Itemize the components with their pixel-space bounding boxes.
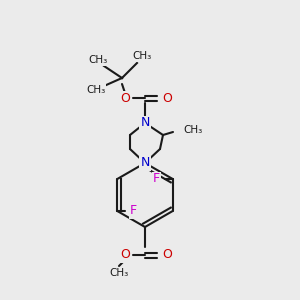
Text: CH₃: CH₃ [110, 268, 129, 278]
Text: F: F [153, 172, 160, 185]
Text: O: O [162, 248, 172, 262]
Text: CH₃: CH₃ [132, 51, 152, 61]
Text: CH₃: CH₃ [88, 55, 108, 65]
Text: O: O [120, 248, 130, 262]
Text: F: F [130, 205, 137, 218]
Text: CH₃: CH₃ [86, 85, 106, 95]
Text: CH₃: CH₃ [183, 125, 202, 135]
Text: N: N [140, 157, 150, 169]
Text: N: N [140, 116, 150, 130]
Text: O: O [162, 92, 172, 104]
Text: O: O [120, 92, 130, 104]
